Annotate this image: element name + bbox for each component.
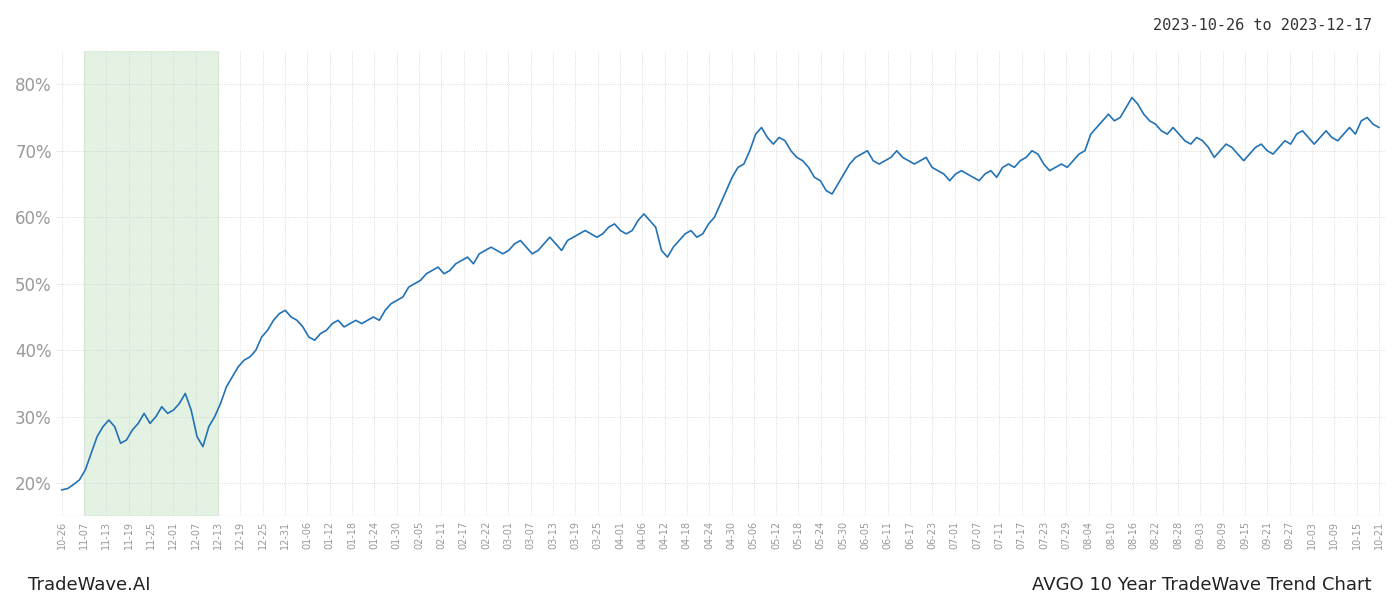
Bar — [84, 51, 218, 517]
Text: TradeWave.AI: TradeWave.AI — [28, 576, 151, 594]
Text: AVGO 10 Year TradeWave Trend Chart: AVGO 10 Year TradeWave Trend Chart — [1033, 576, 1372, 594]
Text: 2023-10-26 to 2023-12-17: 2023-10-26 to 2023-12-17 — [1154, 18, 1372, 33]
